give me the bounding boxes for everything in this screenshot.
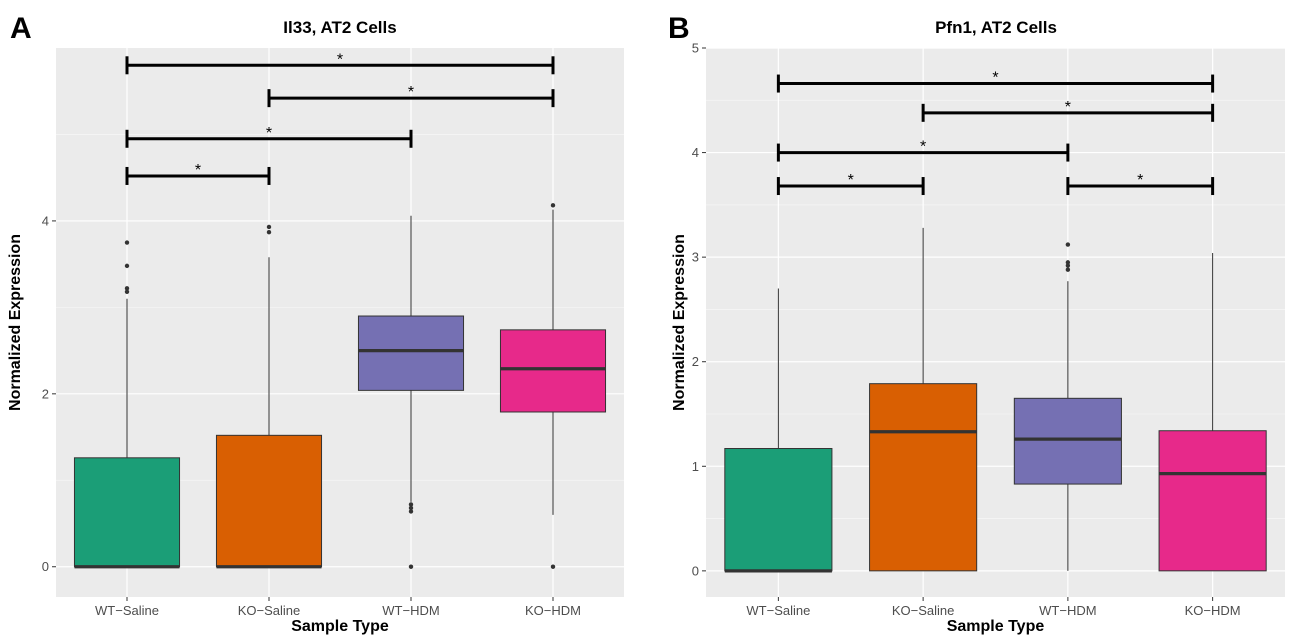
significance-bracket: * (267, 84, 555, 108)
chart-title: Il33, AT2 Cells (283, 18, 396, 37)
outlier-point (550, 203, 556, 208)
box-1 (215, 224, 323, 569)
significance-bracket: * (125, 162, 271, 185)
y-tick-label: 0 (42, 559, 49, 574)
y-axis-title: Normalized Expression (671, 234, 688, 411)
outlier-point (124, 263, 130, 269)
outlier-point (550, 564, 556, 569)
box-3 (1158, 252, 1267, 572)
outlier-point (408, 564, 414, 569)
significance-label: * (337, 51, 343, 68)
y-tick-label: 1 (692, 459, 699, 474)
box-body (1013, 397, 1122, 485)
x-tick-label: KO−HDM (525, 603, 581, 618)
outlier-point (266, 229, 272, 235)
panel-letter: A (10, 12, 32, 45)
box-body (73, 457, 181, 568)
box-3 (499, 203, 607, 569)
significance-bracket: * (125, 51, 555, 75)
significance-label: * (992, 70, 998, 87)
x-axis-title: Sample Type (291, 618, 389, 635)
outlier-point (1065, 267, 1071, 272)
outlier-point (408, 502, 414, 507)
significance-bracket: * (776, 139, 1070, 162)
x-tick-label: WT−Saline (95, 603, 159, 618)
x-tick-label: WT−HDM (382, 603, 439, 618)
significance-label: * (266, 125, 272, 142)
box-1 (869, 227, 978, 572)
outlier-point (124, 240, 130, 245)
outlier-point (1065, 263, 1071, 268)
box-2 (357, 215, 465, 569)
y-tick-label: 4 (42, 213, 49, 228)
panel-b: * * * * * 0 1 2 3 4 5 WT−Saline KO−Saline WT−HDM KO−HD… (668, 12, 1285, 635)
x-tick-label: WT−HDM (1039, 603, 1096, 618)
y-tick-label: 5 (692, 41, 699, 56)
y-tick-label: 4 (692, 145, 699, 160)
box-body (869, 383, 978, 572)
outlier-point (408, 509, 414, 514)
y-tick-label: 2 (692, 354, 699, 369)
outlier-point (124, 289, 130, 295)
box-body (724, 448, 833, 572)
x-tick-label: KO−Saline (892, 603, 955, 618)
significance-bracket: * (1066, 172, 1215, 196)
significance-label: * (1065, 99, 1071, 116)
y-tick-label: 3 (692, 250, 699, 265)
outlier-point (408, 505, 414, 511)
x-tick-label: WT−Saline (746, 603, 810, 618)
box-body (1158, 430, 1267, 572)
significance-bracket: * (125, 125, 413, 148)
significance-label: * (920, 139, 926, 156)
significance-bracket: * (776, 172, 925, 196)
panel-letter: B (668, 12, 690, 45)
outlier-point (1065, 260, 1071, 265)
box-body (357, 315, 465, 391)
y-axis-title: Normalized Expression (7, 234, 24, 411)
x-axis-title: Sample Type (947, 618, 1045, 635)
panel-a: * * * * 0 2 4 WT−Saline KO−Saline WT−HDM KO−HDM Il3… (7, 12, 624, 635)
y-tick-label: 0 (692, 563, 699, 578)
outlier-point (124, 286, 130, 291)
x-tick-label: KO−Saline (238, 603, 301, 618)
box-2 (1013, 242, 1122, 571)
x-tick-label: KO−HDM (1185, 603, 1241, 618)
box-body (215, 434, 323, 568)
significance-bracket: * (921, 99, 1215, 122)
box-0 (73, 240, 181, 569)
outlier-point (1065, 242, 1071, 247)
significance-label: * (408, 84, 414, 101)
y-tick-label: 2 (42, 386, 49, 401)
box-body (499, 329, 607, 413)
significance-label: * (1137, 172, 1143, 189)
significance-label: * (848, 172, 854, 189)
significance-label: * (195, 162, 201, 179)
outlier-point (266, 224, 272, 230)
significance-bracket: * (776, 70, 1215, 93)
chart-title: Pfn1, AT2 Cells (935, 18, 1057, 37)
box-0 (724, 288, 833, 573)
